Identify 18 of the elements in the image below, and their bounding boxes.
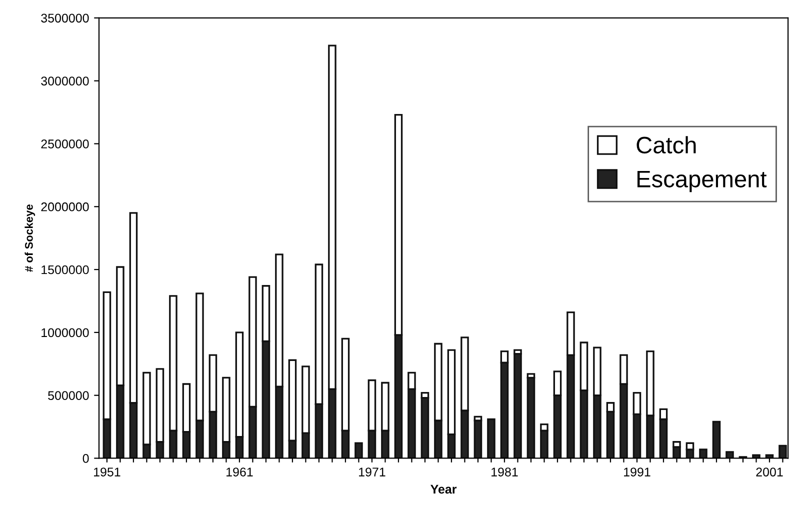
legend-label: Catch <box>636 136 696 154</box>
y-tick-label: 2500000 <box>41 140 89 148</box>
legend-label: Escapement <box>637 170 767 192</box>
y-tick-label: 3000000 <box>41 76 89 86</box>
y-tick-label: 0 <box>82 454 89 463</box>
y-axis-title: # of Sockeye <box>24 204 36 272</box>
x-axis-title: Year <box>430 484 457 494</box>
y-tick-label: 500000 <box>48 391 89 400</box>
y-tick-label: 2000000 <box>41 202 89 212</box>
x-tick-label: 2001 <box>756 468 783 476</box>
x-tick-label: 1961 <box>226 468 253 476</box>
x-tick-label: 1951 <box>94 468 120 476</box>
y-tick-label: 3500000 <box>41 14 89 23</box>
x-tick-label: 1971 <box>359 468 386 476</box>
x-tick-label: 1981 <box>492 468 518 476</box>
x-tick-label: 1991 <box>624 468 650 476</box>
y-tick-label: 1500000 <box>42 265 89 274</box>
y-tick-label: 1000000 <box>42 328 89 338</box>
